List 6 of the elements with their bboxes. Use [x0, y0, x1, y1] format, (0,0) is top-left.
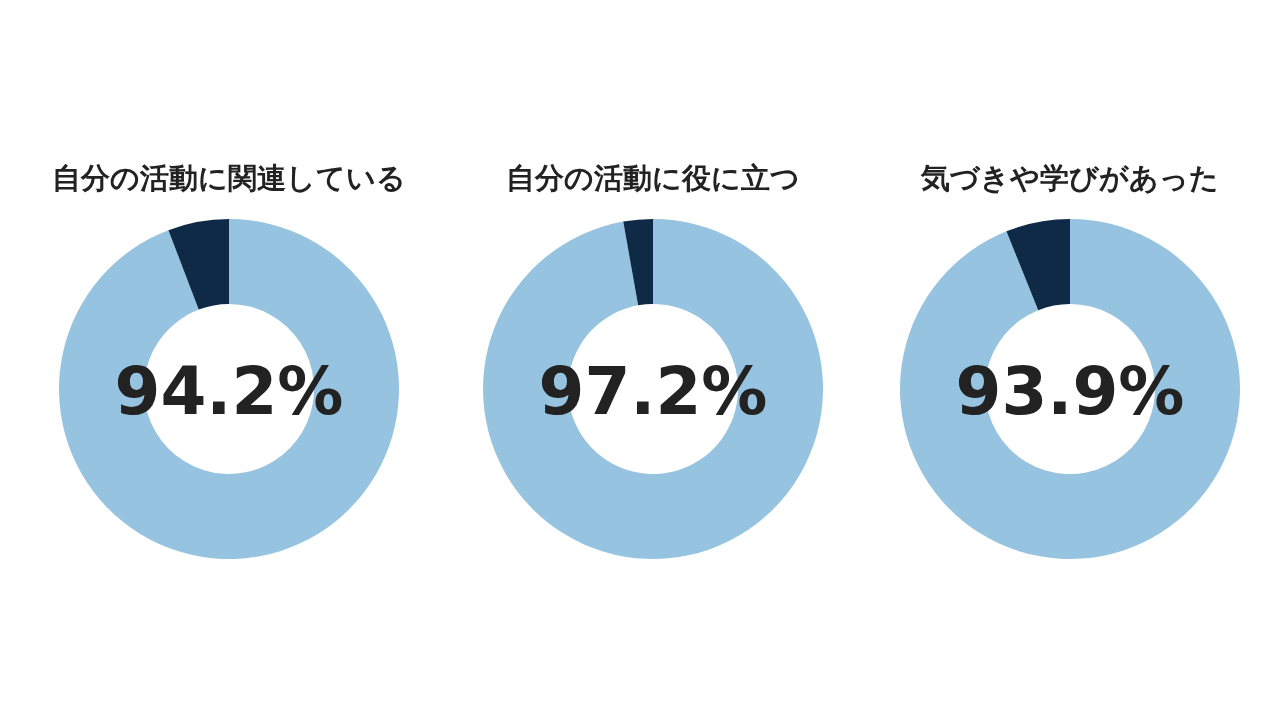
data-label: 94.2% — [114, 352, 344, 430]
chart-title: 気づきや学びがあった — [920, 161, 1219, 195]
data-label: 93.9% — [955, 352, 1185, 430]
chart-title: 自分の活動に関連している — [52, 161, 406, 195]
data-label: 97.2% — [538, 352, 768, 430]
chart-title: 自分の活動に役に立つ — [506, 161, 800, 195]
